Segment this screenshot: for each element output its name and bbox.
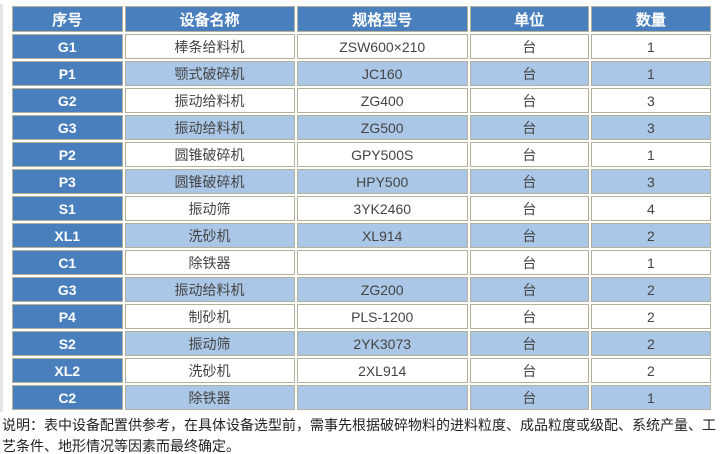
qty-cell: 3	[590, 88, 711, 113]
column-header-spec-model: 规格型号	[296, 6, 468, 32]
spec-cell: HPY500	[296, 169, 468, 194]
equipment-table: 序号 设备名称 规格型号 单位 数量 G1 棒条给料机 ZSW600×210 台 1 P1…	[10, 4, 713, 412]
spec-cell: XL914	[296, 223, 468, 248]
column-header-serial: 序号	[12, 6, 123, 32]
name-cell: 振动给料机	[124, 277, 295, 302]
id-cell: C1	[12, 250, 123, 275]
table-row: S2 振动筛 2YK3073 台 2	[12, 331, 711, 356]
table-row: P2 圆锥破碎机 GPY500S 台 1	[12, 142, 711, 167]
id-cell: P1	[12, 61, 123, 86]
qty-cell: 3	[590, 115, 711, 140]
table-row: XL1 洗砂机 XL914 台 2	[12, 223, 711, 248]
qty-cell: 1	[590, 385, 711, 410]
unit-cell: 台	[469, 34, 589, 59]
spec-cell	[296, 385, 468, 410]
table-row: G3 振动给料机 ZG200 台 2	[12, 277, 711, 302]
spec-cell: ZG200	[296, 277, 468, 302]
unit-cell: 台	[469, 61, 589, 86]
table-row: P1 颚式破碎机 JC160 台 1	[12, 61, 711, 86]
qty-cell: 2	[590, 358, 711, 383]
name-cell: 制砂机	[124, 304, 295, 329]
id-cell: G3	[12, 277, 123, 302]
unit-cell: 台	[469, 358, 589, 383]
spec-cell: ZSW600×210	[296, 34, 468, 59]
name-cell: 除铁器	[124, 250, 295, 275]
spec-cell	[296, 250, 468, 275]
spec-cell: 3YK2460	[296, 196, 468, 221]
unit-cell: 台	[469, 223, 589, 248]
id-cell: C2	[12, 385, 123, 410]
id-cell: P2	[12, 142, 123, 167]
unit-cell: 台	[469, 169, 589, 194]
unit-cell: 台	[469, 142, 589, 167]
qty-cell: 2	[590, 277, 711, 302]
unit-cell: 台	[469, 88, 589, 113]
id-cell: G3	[12, 115, 123, 140]
table-body: G1 棒条给料机 ZSW600×210 台 1 P1 颚式破碎机 JC160 台 1 G2 振动给料机…	[12, 34, 711, 410]
name-cell: 振动给料机	[124, 88, 295, 113]
unit-cell: 台	[469, 304, 589, 329]
note-text: 说明：表中设备配置供参考，在具体设备选型前，需事先根据破碎物料的进料粒度、成品粒…	[2, 417, 716, 454]
name-cell: 圆锥破碎机	[124, 169, 295, 194]
name-cell: 颚式破碎机	[124, 61, 295, 86]
header-row: 序号 设备名称 规格型号 单位 数量	[12, 6, 711, 32]
name-cell: 洗砂机	[124, 223, 295, 248]
id-cell: XL1	[12, 223, 123, 248]
id-cell: G1	[12, 34, 123, 59]
id-cell: G2	[12, 88, 123, 113]
table-row: G3 振动给料机 ZG500 台 3	[12, 115, 711, 140]
spec-cell: 2YK3073	[296, 331, 468, 356]
qty-cell: 1	[590, 61, 711, 86]
id-cell: P4	[12, 304, 123, 329]
name-cell: 圆锥破碎机	[124, 142, 295, 167]
spec-cell: GPY500S	[296, 142, 468, 167]
name-cell: 振动筛	[124, 331, 295, 356]
name-cell: 洗砂机	[124, 358, 295, 383]
table-row: XL2 洗砂机 2XL914 台 2	[12, 358, 711, 383]
id-cell: P3	[12, 169, 123, 194]
unit-cell: 台	[469, 250, 589, 275]
unit-cell: 台	[469, 115, 589, 140]
column-header-device-name: 设备名称	[124, 6, 295, 32]
unit-cell: 台	[469, 196, 589, 221]
spec-cell: JC160	[296, 61, 468, 86]
qty-cell: 2	[590, 304, 711, 329]
name-cell: 除铁器	[124, 385, 295, 410]
page-left-edge	[0, 4, 3, 412]
table-row: G1 棒条给料机 ZSW600×210 台 1	[12, 34, 711, 59]
spec-cell: ZG500	[296, 115, 468, 140]
id-cell: XL2	[12, 358, 123, 383]
qty-cell: 2	[590, 223, 711, 248]
spec-cell: 2XL914	[296, 358, 468, 383]
column-header-unit: 单位	[469, 6, 589, 32]
name-cell: 振动给料机	[124, 115, 295, 140]
id-cell: S1	[12, 196, 123, 221]
name-cell: 振动筛	[124, 196, 295, 221]
table-row: P3 圆锥破碎机 HPY500 台 3	[12, 169, 711, 194]
qty-cell: 1	[590, 142, 711, 167]
qty-cell: 3	[590, 169, 711, 194]
table-row: S1 振动筛 3YK2460 台 4	[12, 196, 711, 221]
spec-cell: ZG400	[296, 88, 468, 113]
qty-cell: 1	[590, 34, 711, 59]
spec-cell: PLS-1200	[296, 304, 468, 329]
table-row: P4 制砂机 PLS-1200 台 2	[12, 304, 711, 329]
unit-cell: 台	[469, 277, 589, 302]
qty-cell: 2	[590, 331, 711, 356]
unit-cell: 台	[469, 385, 589, 410]
qty-cell: 1	[590, 250, 711, 275]
column-header-quantity: 数量	[590, 6, 711, 32]
unit-cell: 台	[469, 331, 589, 356]
id-cell: S2	[12, 331, 123, 356]
name-cell: 棒条给料机	[124, 34, 295, 59]
table-row: G2 振动给料机 ZG400 台 3	[12, 88, 711, 113]
qty-cell: 4	[590, 196, 711, 221]
